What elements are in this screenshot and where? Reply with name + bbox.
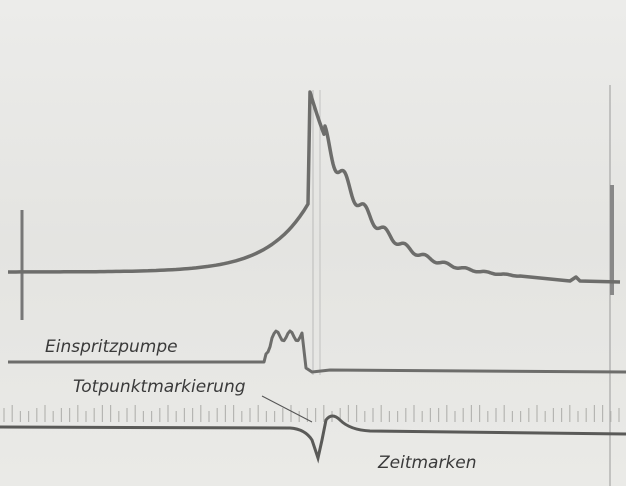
oscillogram: Einspritzpumpe Totpunktmarkierung Zeitma… — [0, 0, 626, 486]
pump-label: Einspritzpumpe — [45, 337, 178, 357]
page: Einspritzpumpe Totpunktmarkierung Zeitma… — [0, 0, 626, 486]
dead-center-label: Totpunktmarkierung — [73, 377, 246, 397]
time-marks-label: Zeitmarken — [377, 453, 477, 473]
